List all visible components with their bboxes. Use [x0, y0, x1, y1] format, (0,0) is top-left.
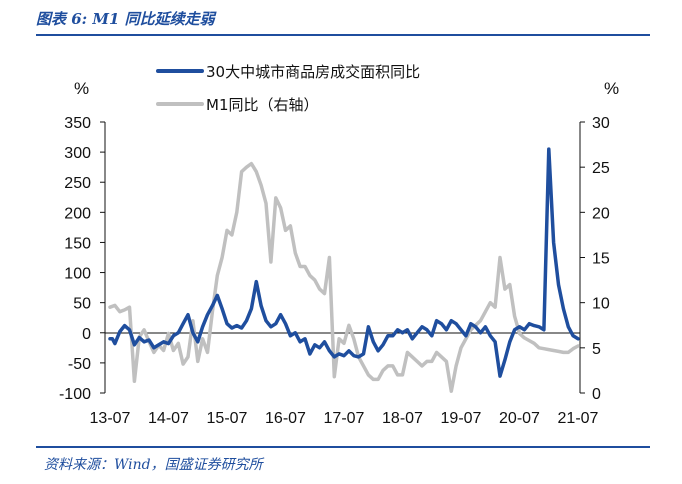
left-axis-unit: %	[74, 79, 89, 98]
left-tick-label: 0	[82, 326, 91, 343]
left-tick-label: 50	[73, 296, 91, 313]
x-tick-label: 18-07	[382, 410, 423, 427]
source-note: 资料来源：Wind，国盛证券研究所	[44, 457, 263, 473]
right-axis-unit: %	[604, 79, 619, 98]
x-tick-label: 14-07	[148, 410, 189, 427]
left-tick-label: 150	[64, 235, 91, 252]
left-tick-label: 250	[64, 175, 91, 192]
legend: 30大中城市商品房成交面积同比 M1同比（右轴）	[156, 63, 420, 114]
x-axis-ticks: 13-07 14-07 15-07 16-07 17-07 18-07 19-07 20-07…	[90, 410, 599, 427]
source-rule	[36, 446, 650, 448]
x-tick-label: 16-07	[265, 410, 306, 427]
right-tick-label: 0	[592, 386, 601, 403]
left-tick-label: 300	[64, 145, 91, 162]
left-tick-label: 350	[64, 115, 91, 132]
right-tick-label: 10	[592, 296, 610, 313]
series-line-sales	[108, 147, 580, 378]
left-tick-label: 200	[64, 205, 91, 222]
legend-label-m1: M1同比（右轴）	[206, 96, 319, 114]
series-line-m1	[108, 161, 580, 393]
right-tick-label: 25	[592, 160, 610, 177]
right-tick-label: 30	[592, 115, 610, 132]
series-layer	[108, 147, 580, 393]
right-axis-ticks: 30 25 20 15 10 5 0	[580, 115, 610, 403]
left-axis: 350 300 250 200 150 100 50 0 -50 -100 %	[59, 79, 106, 403]
left-tick-label: 100	[64, 266, 91, 283]
left-tick-label: -100	[59, 386, 91, 403]
x-tick-label: 19-07	[441, 410, 482, 427]
x-tick-label: 21-07	[558, 410, 599, 427]
right-tick-label: 20	[592, 205, 610, 222]
title-rule	[36, 34, 650, 36]
right-tick-label: 15	[592, 251, 610, 268]
x-tick-label: 15-07	[207, 410, 248, 427]
left-tick-label: -50	[68, 356, 91, 373]
legend-label-sales: 30大中城市商品房成交面积同比	[206, 63, 420, 81]
x-tick-label: 17-07	[324, 410, 365, 427]
right-axis: 30 25 20 15 10 5 0 %	[579, 79, 619, 403]
x-tick-label: 20-07	[499, 410, 540, 427]
x-tick-label: 13-07	[90, 410, 131, 427]
figure-title: 图表 6: M1 同比延续走弱	[36, 10, 215, 28]
right-tick-label: 5	[592, 341, 601, 358]
left-axis-ticks: 350 300 250 200 150 100 50 0 -50 -100	[59, 115, 105, 403]
